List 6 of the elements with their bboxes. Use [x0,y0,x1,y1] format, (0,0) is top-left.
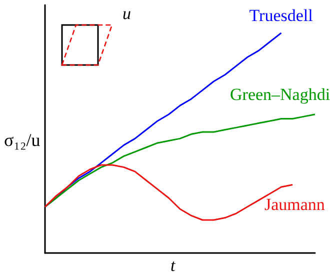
x-axis-title: t [170,256,176,276]
y-axis-title: σ₁₂/u [4,130,40,150]
text: u [122,4,131,24]
series-label: Truesdell [249,6,313,26]
series-label: Green–Naghdi [230,85,330,106]
series-label: Jaumann [264,194,325,215]
